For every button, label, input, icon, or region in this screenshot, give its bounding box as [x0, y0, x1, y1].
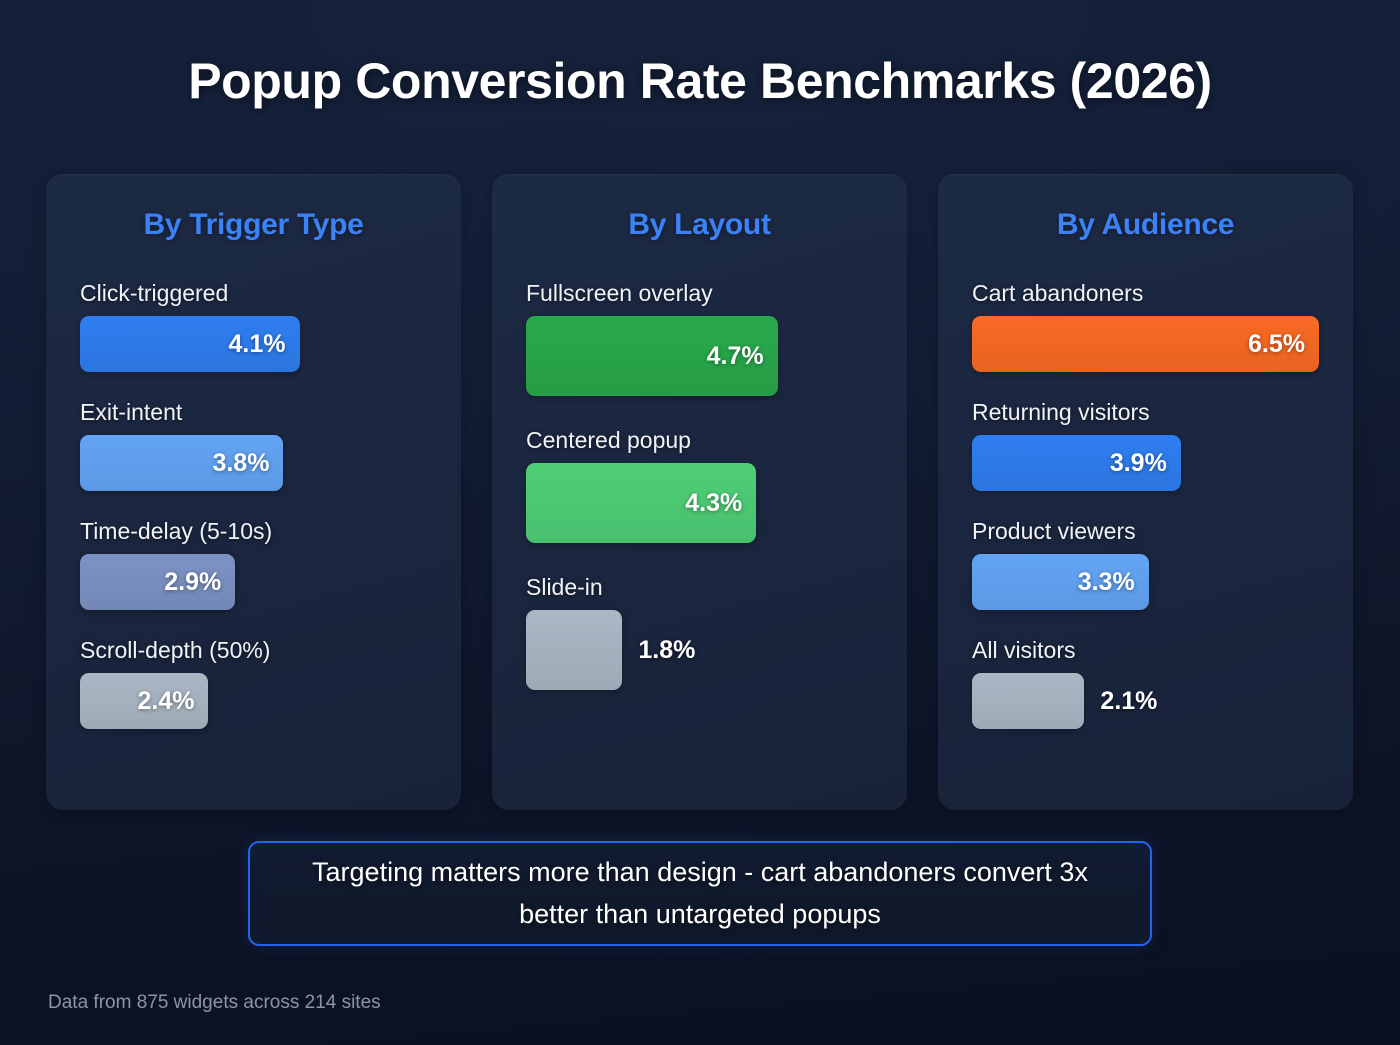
bar-fill: [526, 610, 623, 690]
bar-value-label: 4.3%: [685, 488, 743, 517]
bar-value-label: 2.9%: [164, 567, 222, 596]
bar-fill: 3.9%: [972, 435, 1181, 491]
bar-category-label: Returning visitors: [972, 399, 1150, 425]
bar-row: All visitors 2.1%: [972, 637, 1319, 729]
bar-category-label: Scroll-depth (50%): [80, 637, 271, 663]
bar-track: 4.1%: [80, 316, 427, 372]
bar-row: Click-triggered 4.1%: [80, 280, 427, 372]
bar-value-label: 3.3%: [1077, 567, 1135, 596]
bar-row: Centered popup 4.3%: [526, 427, 873, 543]
bar-track: 4.3%: [526, 463, 873, 543]
bar-value-label: 3.9%: [1109, 448, 1167, 477]
bar-category-label: All visitors: [972, 637, 1076, 663]
bar-row: Exit-intent 3.8%: [80, 399, 427, 491]
panel-title: By Layout: [628, 208, 771, 241]
panel-group: By Trigger Type Click-triggered 4.1% Exit-i…: [46, 174, 1354, 810]
bar-fill: 3.8%: [80, 435, 284, 491]
bar-track: 2.9%: [80, 554, 427, 610]
bar-category-label: Exit-intent: [80, 399, 183, 425]
bar-track: 3.8%: [80, 435, 427, 491]
bar-value-label: 6.5%: [1248, 329, 1305, 358]
bar-category-label: Click-triggered: [80, 280, 229, 306]
bar-value-label: 3.8%: [212, 448, 270, 477]
bar-value-label: 1.8%: [638, 635, 696, 664]
bar-row: Cart abandoners 6.5%: [972, 280, 1319, 372]
bar-fill: 6.5%: [972, 316, 1319, 372]
bar-fill: 3.3%: [972, 554, 1149, 610]
bar-category-label: Centered popup: [526, 427, 691, 453]
bar-track: 1.8%: [526, 610, 873, 690]
callout-box: Targeting matters more than design - car…: [248, 841, 1152, 946]
bar-category-label: Time-delay (5-10s): [80, 518, 273, 544]
panel-title: By Trigger Type: [143, 208, 364, 241]
callout-text: Targeting matters more than design - car…: [312, 857, 1088, 929]
bar-track: 2.1%: [972, 673, 1319, 729]
bar-row: Scroll-depth (50%) 2.4%: [80, 637, 427, 729]
bar-category-label: Product viewers: [972, 518, 1136, 544]
bar-fill: [972, 673, 1085, 729]
bar-value-label: 4.1%: [228, 329, 286, 358]
bar-track: 2.4%: [80, 673, 427, 729]
bar-row: Time-delay (5-10s) 2.9%: [80, 518, 427, 610]
bar-fill: 4.1%: [80, 316, 300, 372]
bar-category-label: Fullscreen overlay: [526, 280, 713, 306]
panel-title: By Audience: [1056, 208, 1235, 241]
bar-value-label: 2.4%: [137, 686, 195, 715]
page-title: Popup Conversion Rate Benchmarks (2026): [188, 53, 1212, 109]
bar-category-label: Slide-in: [526, 574, 603, 600]
bar-row: Fullscreen overlay 4.7%: [526, 280, 873, 396]
panel-by-audience: By Audience Cart abandoners 6.5% Returning …: [938, 174, 1353, 810]
panel-by-layout: By Layout Fullscreen overlay 4.7% Centered …: [492, 174, 907, 810]
bar-value-label: 4.7%: [706, 341, 764, 370]
bar-row: Product viewers 3.3%: [972, 518, 1319, 610]
bar-track: 6.5%: [972, 316, 1319, 372]
bar-fill: 4.3%: [526, 463, 757, 543]
bar-fill: 2.4%: [80, 673, 209, 729]
bar-row: Returning visitors 3.9%: [972, 399, 1319, 491]
bar-track: 3.3%: [972, 554, 1319, 610]
bar-fill: 2.9%: [80, 554, 236, 610]
bar-track: 3.9%: [972, 435, 1319, 491]
bar-fill: 4.7%: [526, 316, 778, 396]
bar-value-label: 2.1%: [1100, 686, 1158, 715]
source-footnote: Data from 875 widgets across 214 sites: [48, 992, 381, 1013]
bar-category-label: Cart abandoners: [972, 280, 1144, 306]
bar-track: 4.7%: [526, 316, 873, 396]
panel-by-trigger-type: By Trigger Type Click-triggered 4.1% Exit-i…: [46, 174, 461, 810]
bar-row: Slide-in 1.8%: [526, 574, 873, 690]
